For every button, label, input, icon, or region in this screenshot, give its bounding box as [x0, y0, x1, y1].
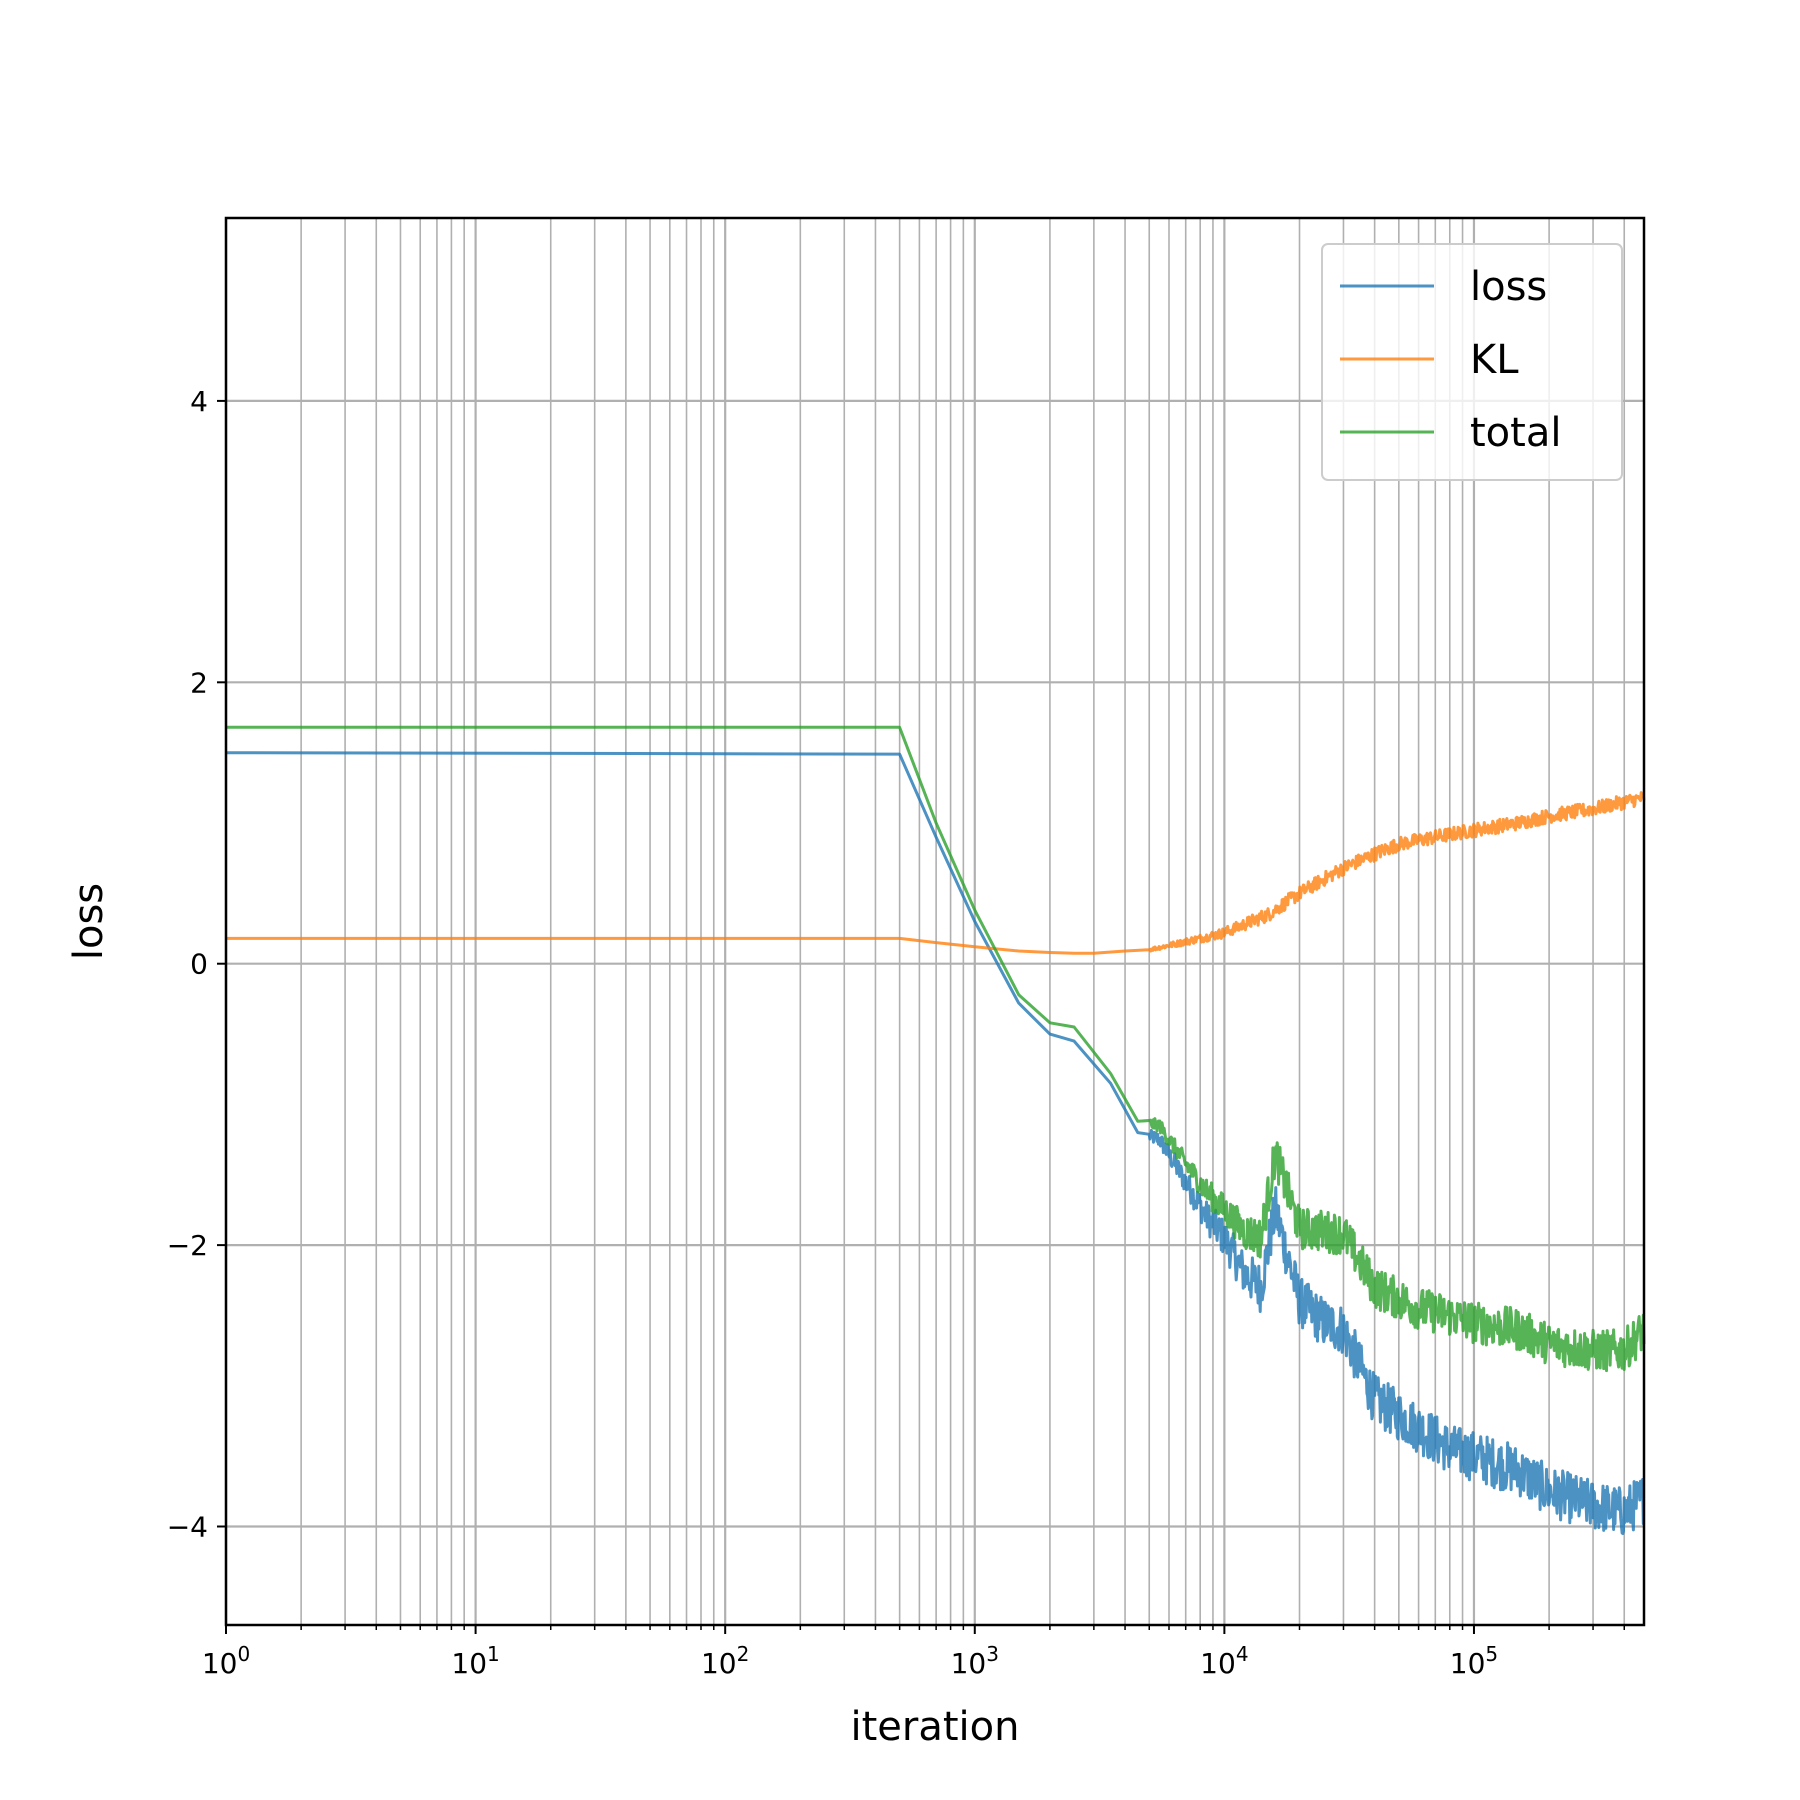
x-tick-label: 105 — [1450, 1642, 1498, 1680]
y-tick-label: −4 — [167, 1511, 208, 1544]
plot-frame — [224, 216, 1646, 1627]
legend: loss KL total — [1321, 243, 1623, 481]
x-axis-label: iteration — [851, 1704, 1020, 1750]
x-tick-label: 102 — [701, 1642, 749, 1680]
series-line-loss — [225, 751, 1645, 1535]
y-tick-label: −2 — [167, 1229, 208, 1262]
axis-ticks: −4 −2 0 2 4 100 101 102 103 104 105 — [167, 385, 1625, 1680]
x-tick-label: 101 — [451, 1642, 499, 1680]
grid — [224, 218, 1644, 1625]
legend-entries: loss KL total — [1340, 264, 1561, 456]
legend-box — [1321, 243, 1623, 481]
series-line-total — [226, 725, 1646, 1373]
y-tick-label: 4 — [190, 385, 208, 418]
y-axis-label: loss — [66, 883, 112, 960]
series-group — [225, 725, 1646, 1535]
legend-label-loss: loss — [1470, 264, 1547, 310]
legend-label-total: total — [1470, 410, 1561, 456]
y-tick-label: 0 — [190, 948, 208, 981]
legend-label-kl: KL — [1470, 337, 1519, 383]
series-line-kl — [226, 791, 1646, 955]
x-tick-label: 104 — [1200, 1642, 1248, 1680]
x-tick-label: 100 — [202, 1642, 250, 1680]
y-tick-label: 2 — [190, 666, 208, 699]
x-tick-label: 103 — [951, 1642, 999, 1680]
